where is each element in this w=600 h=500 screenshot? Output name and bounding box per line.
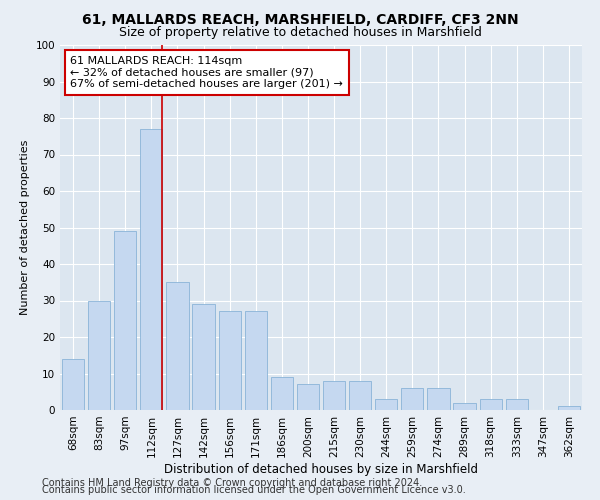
- Bar: [349, 381, 371, 410]
- Bar: [88, 300, 110, 410]
- Text: 61, MALLARDS REACH, MARSHFIELD, CARDIFF, CF3 2NN: 61, MALLARDS REACH, MARSHFIELD, CARDIFF,…: [82, 12, 518, 26]
- Bar: [506, 399, 528, 410]
- Bar: [218, 312, 241, 410]
- Bar: [193, 304, 215, 410]
- Text: Contains HM Land Registry data © Crown copyright and database right 2024.: Contains HM Land Registry data © Crown c…: [42, 478, 422, 488]
- Bar: [375, 399, 397, 410]
- Bar: [558, 406, 580, 410]
- Text: Contains public sector information licensed under the Open Government Licence v3: Contains public sector information licen…: [42, 485, 466, 495]
- Bar: [427, 388, 449, 410]
- Bar: [297, 384, 319, 410]
- Bar: [140, 129, 163, 410]
- Bar: [323, 381, 345, 410]
- Bar: [245, 312, 267, 410]
- Bar: [166, 282, 188, 410]
- Bar: [479, 399, 502, 410]
- Y-axis label: Number of detached properties: Number of detached properties: [20, 140, 30, 315]
- Text: Size of property relative to detached houses in Marshfield: Size of property relative to detached ho…: [119, 26, 481, 39]
- Bar: [401, 388, 424, 410]
- Bar: [271, 377, 293, 410]
- X-axis label: Distribution of detached houses by size in Marshfield: Distribution of detached houses by size …: [164, 462, 478, 475]
- Bar: [114, 231, 136, 410]
- Bar: [62, 359, 84, 410]
- Bar: [454, 402, 476, 410]
- Text: 61 MALLARDS REACH: 114sqm
← 32% of detached houses are smaller (97)
67% of semi-: 61 MALLARDS REACH: 114sqm ← 32% of detac…: [70, 56, 343, 89]
